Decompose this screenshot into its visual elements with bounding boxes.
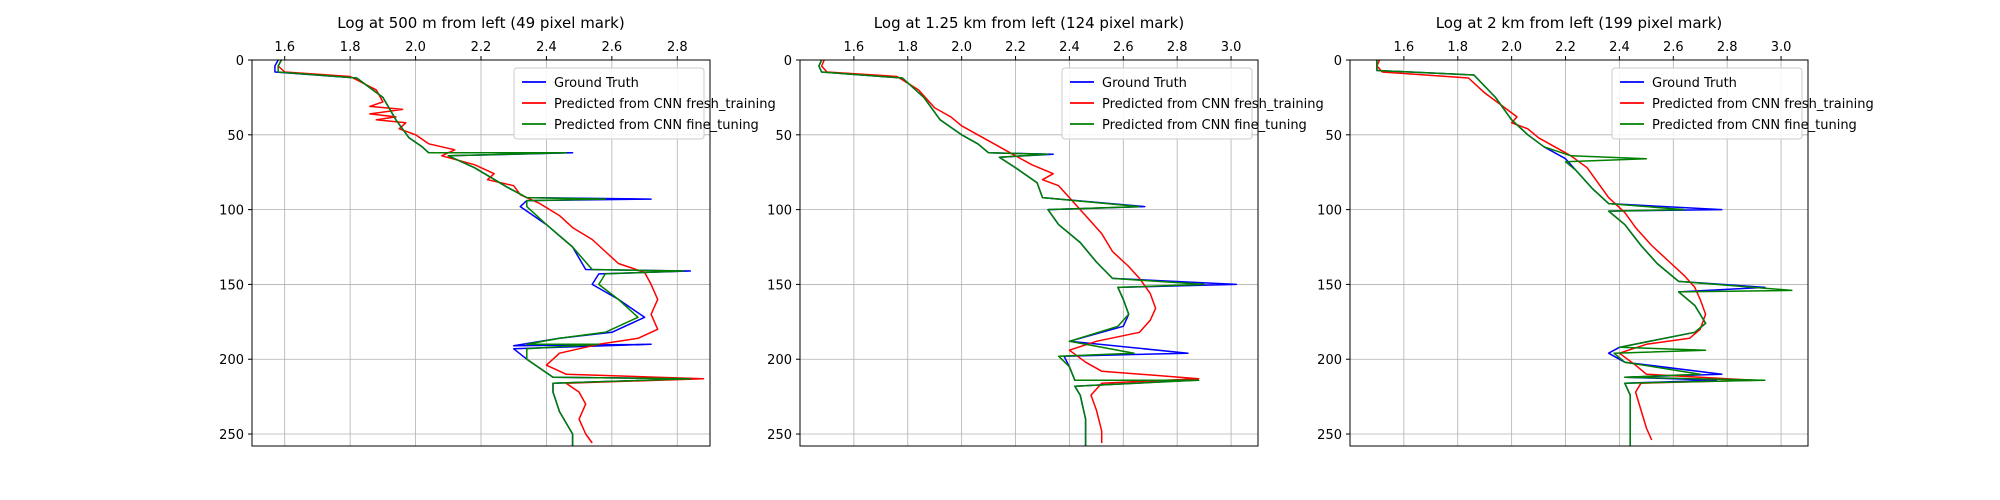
series-line-2 [820,60,1200,443]
legend: Ground Truth Predicted from CNN fresh_tra… [513,67,776,140]
y-tick-label: 0 [1334,54,1342,69]
legend-label: Predicted from CNN fresh_training [1652,97,1874,112]
x-tick-label: 2.0 [1501,40,1522,55]
y-tick-label: 100 [219,204,244,219]
series-line-3 [277,60,692,446]
y-tick-label: 150 [219,278,244,293]
x-tick-label: 2.8 [667,40,688,55]
legend-label: Ground Truth [554,76,639,91]
legend-label: Ground Truth [1102,76,1187,91]
x-tick-label: 2.8 [1167,40,1188,55]
x-tick-label: 2.0 [951,40,972,55]
y-tick-label: 250 [219,428,244,443]
chart-title: Log at 2 km from left (199 pixel mark) [1436,14,1723,32]
legend-box [1061,67,1253,140]
x-tick-label: 2.6 [1663,40,1684,55]
y-tick-label: 200 [219,353,244,368]
x-tick-label: 2.2 [1555,40,1576,55]
x-tick-label: 2.6 [602,40,623,55]
legend-label: Predicted from CNN fresh_training [1102,97,1324,112]
x-tick-label: 2.2 [471,40,492,55]
x-tick-label: 2.0 [405,40,426,55]
y-tick-label: 0 [236,54,244,69]
x-tick-label: 2.4 [1059,40,1080,55]
chart-panel-1: 1.6 1.8 2.0 2.2 2.4 2.6 2.8 0 50 100 150 200 250 Log … [219,14,776,447]
x-tick-label: 1.8 [1447,40,1468,55]
y-tick-label: 50 [227,129,244,144]
chart-title: Log at 1.25 km from left (124 pixel mark… [874,14,1184,32]
y-tick-label: 200 [767,353,792,368]
series-line-3 [1376,60,1793,446]
series-line-2 [1376,60,1755,441]
x-tick-label: 2.4 [536,40,557,55]
x-tick-label: 2.2 [1005,40,1026,55]
legend: Ground Truth Predicted from CNN fresh_tra… [1061,67,1324,140]
chart-title: Log at 500 m from left (49 pixel mark) [337,14,624,32]
y-tick-label: 150 [767,278,792,293]
y-tick-label: 150 [1317,278,1342,293]
x-tick-label: 1.8 [897,40,918,55]
x-tick-label: 3.0 [1771,40,1792,55]
legend-box [1611,67,1803,140]
y-tick-label: 200 [1317,353,1342,368]
legend-label: Predicted from CNN fine_tuning [554,118,759,133]
legend-label: Ground Truth [1652,76,1737,91]
chart-panel-3: 1.6 1.8 2.0 2.2 2.4 2.6 2.8 3.0 0 50 100 150 200 250 L… [1317,14,1874,447]
legend-label: Predicted from CNN fine_tuning [1652,118,1857,133]
y-tick-label: 250 [1317,428,1342,443]
x-tick-label: 1.6 [1394,40,1415,55]
y-tick-label: 100 [1317,204,1342,219]
x-tick-label: 2.8 [1717,40,1738,55]
x-tick-label: 2.6 [1113,40,1134,55]
legend-label: Predicted from CNN fine_tuning [1102,118,1307,133]
y-tick-label: 100 [767,204,792,219]
x-tick-label: 2.4 [1609,40,1630,55]
x-tick-label: 1.6 [274,40,295,55]
chart-panel-2: 1.6 1.8 2.0 2.2 2.4 2.6 2.8 3.0 0 50 100 150 200 250 L… [767,14,1324,447]
y-tick-label: 50 [775,129,792,144]
x-tick-label: 3.0 [1221,40,1242,55]
legend-label: Predicted from CNN fresh_training [554,97,776,112]
x-tick-label: 1.8 [340,40,361,55]
plot-frame [1349,59,1809,447]
y-tick-label: 50 [1325,129,1342,144]
legend: Ground Truth Predicted from CNN fresh_tra… [1611,67,1874,140]
series-line-3 [818,60,1205,446]
x-tick-label: 1.6 [844,40,865,55]
y-tick-label: 250 [767,428,792,443]
plot-frame [799,59,1259,447]
legend-box [513,67,705,140]
y-tick-label: 0 [784,54,792,69]
